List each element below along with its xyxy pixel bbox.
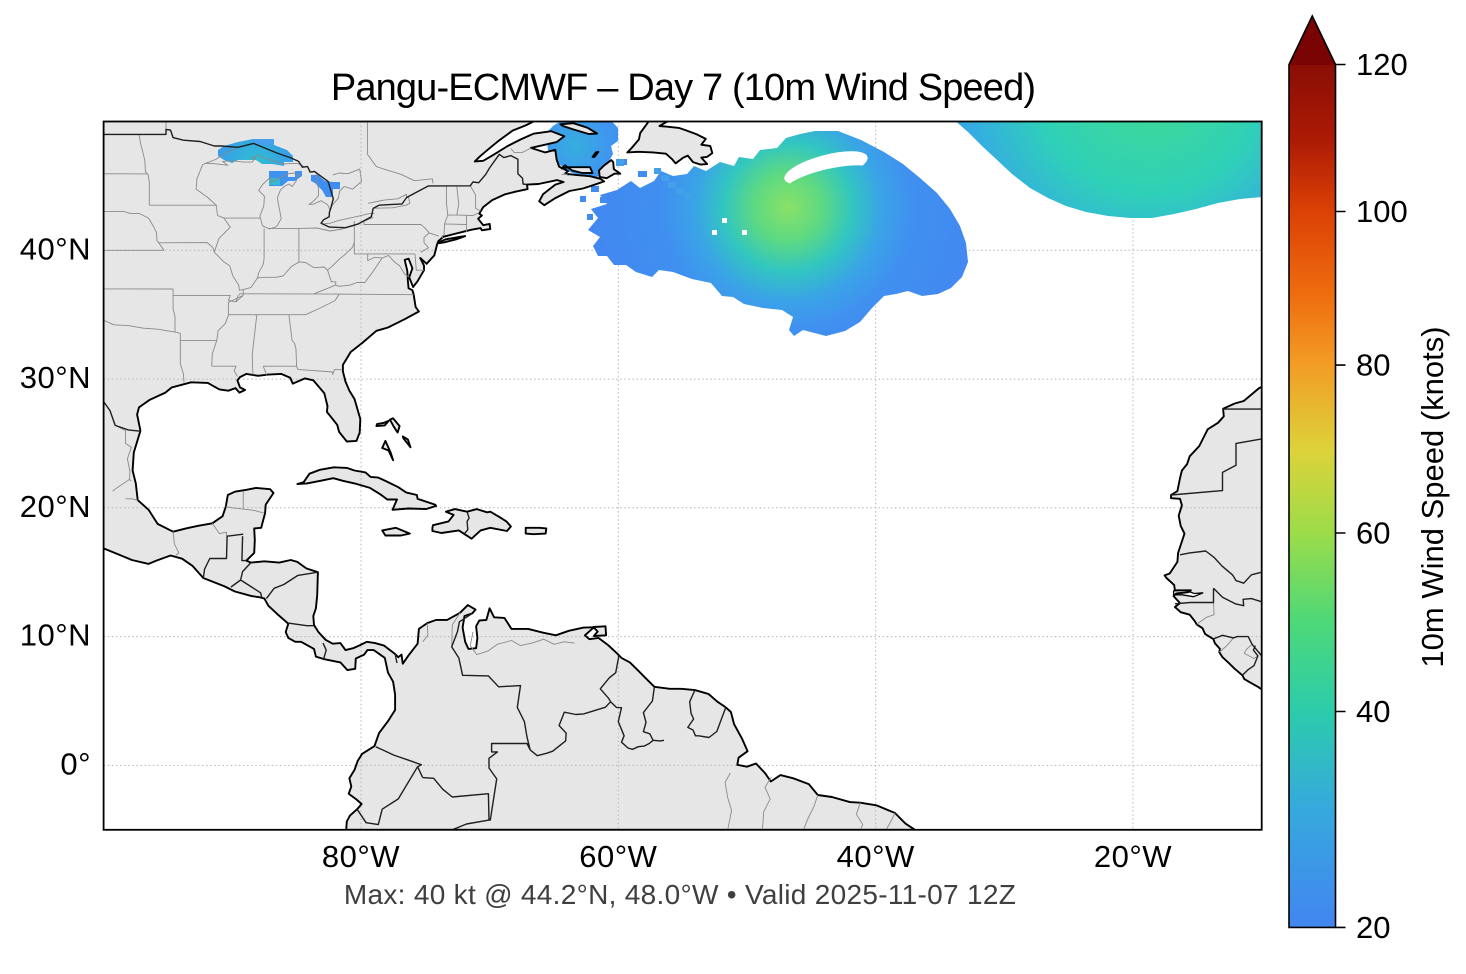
svg-text:60: 60	[1356, 516, 1390, 551]
svg-text:10°N: 10°N	[20, 618, 91, 653]
svg-text:Pangu-ECMWF – Day 7 (10m Wind: Pangu-ECMWF – Day 7 (10m Wind Speed)	[331, 67, 1035, 109]
svg-text:40°N: 40°N	[20, 231, 91, 266]
svg-text:0°: 0°	[60, 746, 91, 781]
svg-text:20°N: 20°N	[20, 489, 91, 524]
svg-text:120: 120	[1356, 47, 1408, 82]
svg-text:20: 20	[1356, 910, 1390, 945]
svg-text:40°W: 40°W	[837, 839, 915, 874]
svg-text:40: 40	[1356, 694, 1390, 729]
svg-text:100: 100	[1356, 194, 1408, 229]
svg-text:80: 80	[1356, 348, 1390, 383]
svg-text:80°W: 80°W	[322, 839, 400, 874]
svg-text:60°W: 60°W	[579, 839, 657, 874]
svg-text:20°W: 20°W	[1094, 839, 1172, 874]
svg-text:Max: 40 kt @ 44.2°N, 48.0°W •: Max: 40 kt @ 44.2°N, 48.0°W • Valid 2025…	[344, 879, 1016, 910]
svg-text:30°N: 30°N	[20, 360, 91, 395]
svg-text:10m Wind Speed (knots): 10m Wind Speed (knots)	[1415, 326, 1450, 667]
